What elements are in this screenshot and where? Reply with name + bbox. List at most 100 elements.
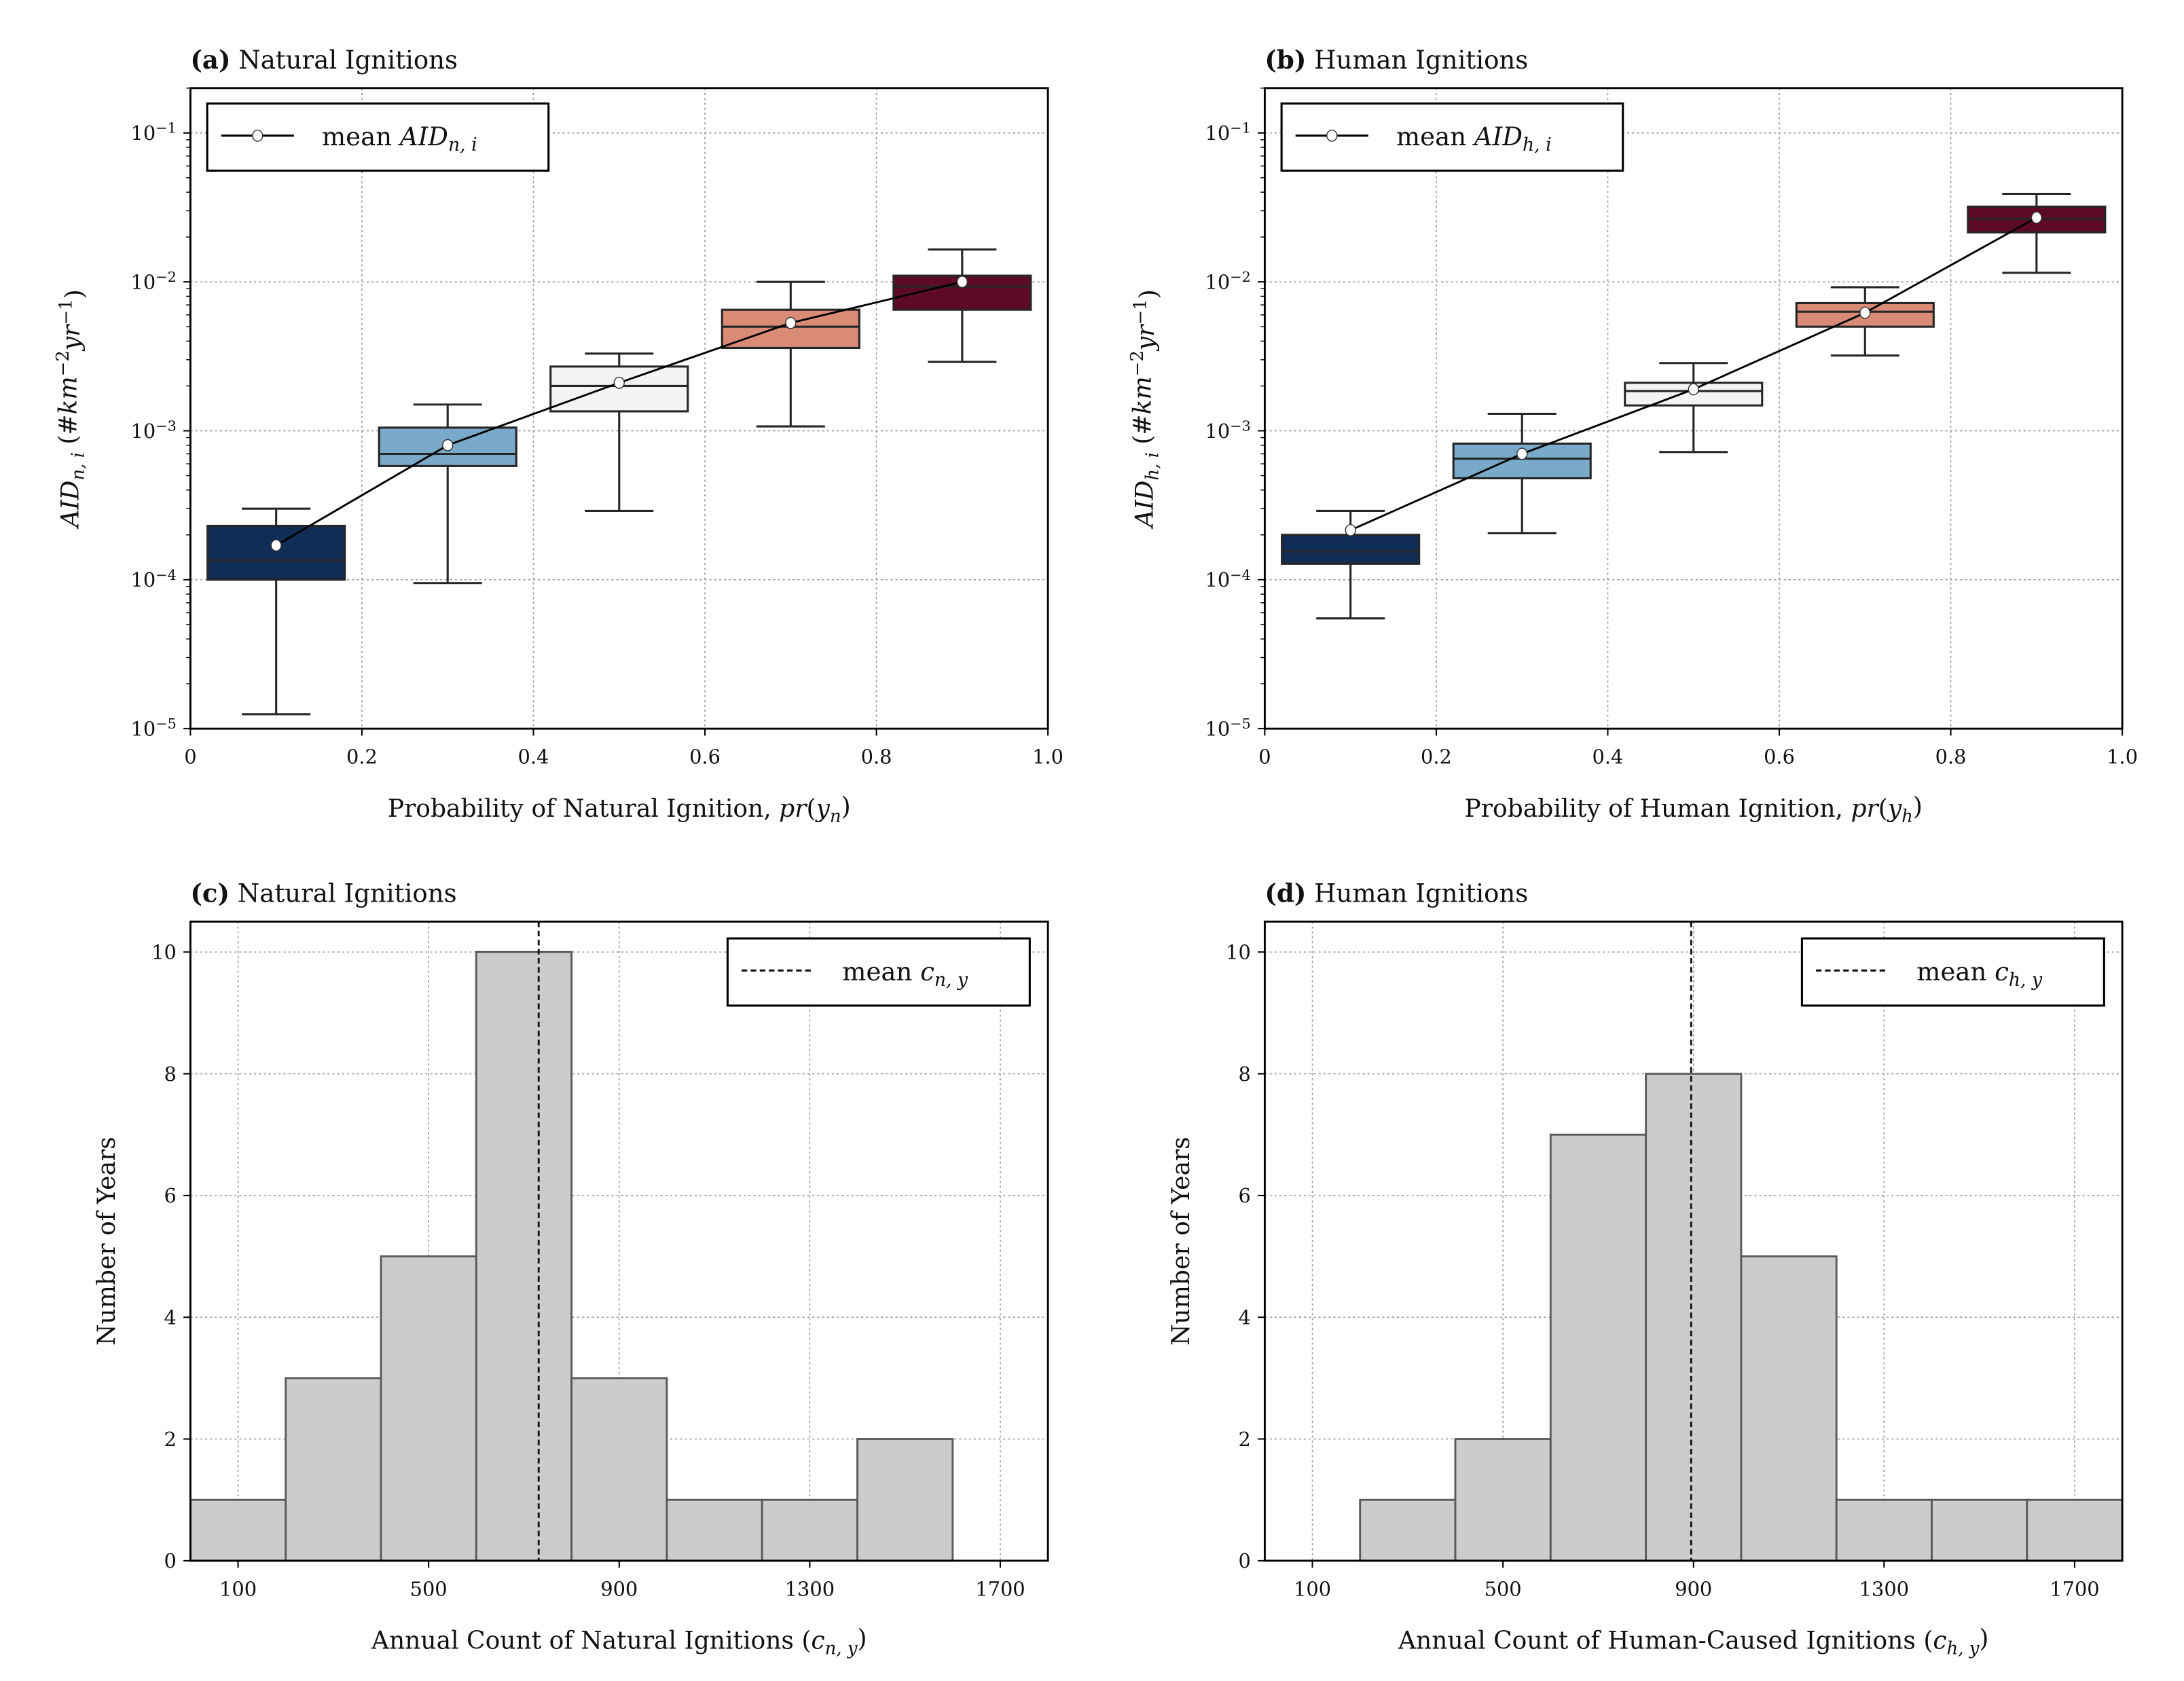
x-tick-label: 900 <box>1675 1577 1712 1600</box>
y-tick-base: 10 <box>1205 420 1231 443</box>
x-axis-label-part: ) <box>1913 793 1923 821</box>
legend: mean AIDn, i <box>206 102 550 172</box>
box-5 <box>892 248 1032 363</box>
histogram-bar <box>1835 1498 1933 1562</box>
x-tick-label: 0.6 <box>689 745 721 769</box>
x-axis-label-part: n <box>830 807 841 827</box>
panel-title-part: (a) <box>190 45 230 75</box>
x-axis-label-part: Annual Count of Human-Caused Ignitions ( <box>1398 1627 1933 1655</box>
box-2 <box>1452 412 1592 535</box>
mean-marker <box>2031 211 2042 224</box>
x-axis-label-part: Probability of Natural Ignition, <box>388 795 779 823</box>
y-axis-label-part: −1 <box>1130 299 1150 325</box>
box-1 <box>206 507 346 716</box>
x-axis-label-part: y <box>1887 795 1902 823</box>
panel-title-part: Human Ignitions <box>1306 45 1528 75</box>
mean-marker <box>613 376 625 389</box>
histogram-bar <box>1359 1498 1457 1562</box>
y-axis-label-part: ) <box>1135 289 1163 299</box>
y-tick-label: 10−3 <box>131 418 177 442</box>
legend-label: mean cn, y <box>842 957 968 991</box>
x-tick-label: 0.2 <box>1421 745 1452 769</box>
y-tick-base: 10 <box>131 420 156 443</box>
legend-label-part: mean <box>842 957 920 986</box>
y-axis-label: AIDh, i (#km−2yr−1) <box>1127 289 1163 530</box>
y-axis-label: AIDn, i (#km−2yr−1) <box>53 289 89 530</box>
mean-marker <box>442 439 454 451</box>
y-tick-label: 6 <box>1238 1184 1250 1207</box>
y-tick-base: 10 <box>1205 718 1231 741</box>
histogram-bar <box>856 1438 954 1562</box>
x-axis-label-part: c <box>1933 1627 1946 1655</box>
x-axis-label-part: y <box>815 795 831 823</box>
y-axis-label: Number of Years <box>1167 1137 1195 1346</box>
y-tick-exponent: −1 <box>1230 120 1251 136</box>
y-tick-base: 10 <box>131 718 156 741</box>
histogram-bar <box>1454 1438 1552 1562</box>
y-axis-label-part: km <box>1129 376 1157 414</box>
legend-label-part: mean <box>1396 122 1474 151</box>
histogram-bar <box>380 1255 477 1562</box>
box-body <box>549 365 689 413</box>
x-axis-label-part: ) <box>841 793 851 821</box>
mean-marker <box>270 539 282 552</box>
x-axis-label-part: n, y <box>825 1638 858 1659</box>
mean-marker <box>1859 306 1871 319</box>
x-axis-label: Probability of Natural Ignition, pr(yn) <box>388 793 851 827</box>
panel-title: (c) Natural Ignitions <box>190 879 456 908</box>
x-axis-label-part: pr <box>779 795 807 823</box>
x-axis-label: Probability of Human Ignition, pr(yh) <box>1465 793 1923 827</box>
x-tick-label: 500 <box>410 1577 448 1600</box>
x-tick-label: 0 <box>184 745 196 769</box>
box-4 <box>721 280 860 428</box>
legend-label: mean AIDn, i <box>322 122 477 155</box>
y-axis-label-part: (# <box>55 414 83 452</box>
y-tick-exponent: −5 <box>1230 716 1251 732</box>
y-axis-label-part: yr <box>1132 324 1160 352</box>
x-axis-label-part: Annual Count of Natural Ignitions ( <box>371 1627 812 1655</box>
x-axis-label-part: ) <box>1979 1625 1988 1653</box>
histogram-bar <box>666 1498 763 1562</box>
mean-marker <box>785 316 797 329</box>
box-5 <box>1967 192 2107 274</box>
y-axis-label-part: h, i <box>1142 452 1163 481</box>
y-tick-exponent: −4 <box>156 567 177 583</box>
y-tick-label: 2 <box>164 1428 176 1451</box>
y-tick-exponent: −2 <box>1230 269 1251 285</box>
legend-label-part: c <box>1995 957 2009 986</box>
legend-label-part: h, y <box>2009 969 2043 991</box>
legend-box <box>726 937 1031 1007</box>
y-axis-label-part: Number of Years <box>1167 1137 1195 1346</box>
y-tick-label: 4 <box>1238 1306 1250 1329</box>
legend-box <box>1800 937 2105 1007</box>
x-tick-label: 100 <box>219 1577 257 1600</box>
y-axis-label-part: km <box>55 376 83 414</box>
axes-frame <box>1263 921 2124 1562</box>
x-tick-label: 1700 <box>2050 1577 2099 1600</box>
y-tick-label: 10−4 <box>1205 567 1251 591</box>
legend-label-part: c <box>920 957 934 986</box>
x-axis-label-part: c <box>811 1627 824 1655</box>
box-3 <box>549 352 689 512</box>
y-tick-label: 10−2 <box>1205 269 1251 293</box>
y-tick-label: 6 <box>164 1184 176 1207</box>
legend: mean AIDh, i <box>1280 102 1624 172</box>
y-axis-label-part: −2 <box>53 350 73 376</box>
y-axis-label-part: n, i <box>68 452 88 481</box>
x-axis-label: Annual Count of Natural Ignitions (cn, y… <box>371 1625 867 1659</box>
y-tick-exponent: −2 <box>156 269 177 285</box>
y-tick-exponent: −3 <box>1230 418 1251 434</box>
y-axis-label-part: (# <box>1129 414 1157 452</box>
panel-title-part: (b) <box>1264 45 1306 75</box>
histogram-bar <box>1740 1255 1838 1562</box>
box-4 <box>1795 286 1935 357</box>
x-tick-label: 500 <box>1485 1577 1522 1600</box>
legend-box <box>206 102 550 172</box>
axes-frame <box>1263 87 2124 730</box>
y-tick-exponent: −1 <box>156 120 177 136</box>
y-tick-label: 8 <box>1238 1063 1250 1086</box>
y-tick-label: 10−3 <box>1205 418 1251 442</box>
y-axis-label-part: yr <box>58 324 86 352</box>
axes-frame <box>189 921 1049 1562</box>
